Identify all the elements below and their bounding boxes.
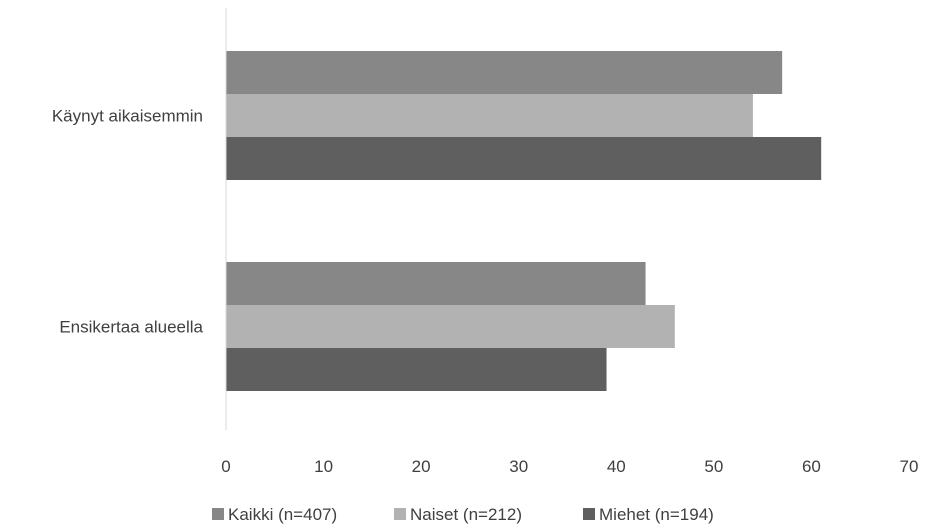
- legend-label: Naiset (n=212): [410, 505, 522, 524]
- x-tick-label: 30: [509, 457, 528, 476]
- bar-2-1: [226, 262, 646, 305]
- category-label: Ensikertaa alueella: [59, 318, 203, 337]
- value-axis-ticks: 0 10 20 30 40 50 60 70: [221, 457, 918, 476]
- x-tick-label: 40: [607, 457, 626, 476]
- x-tick-label: 50: [704, 457, 723, 476]
- x-tick-label: 60: [802, 457, 821, 476]
- legend: Kaikki (n=407) Naiset (n=212) Miehet (n=19…: [212, 505, 714, 524]
- x-tick-label: 0: [221, 457, 230, 476]
- legend-swatch: [583, 508, 595, 520]
- legend-label: Kaikki (n=407): [228, 505, 337, 524]
- category-label: Käynyt aikaisemmin: [52, 107, 203, 126]
- bars-group: [226, 51, 822, 391]
- legend-swatch: [394, 508, 406, 520]
- bar-2-3: [226, 348, 607, 391]
- bar-1-2: [226, 94, 753, 137]
- category-labels: Käynyt aikaisemmin Ensikertaa alueella: [52, 107, 204, 337]
- x-tick-label: 10: [314, 457, 333, 476]
- x-tick-label: 70: [900, 457, 919, 476]
- legend-label: Miehet (n=194): [599, 505, 714, 524]
- bar-2-2: [226, 305, 675, 348]
- legend-swatch: [212, 508, 224, 520]
- x-tick-label: 20: [412, 457, 431, 476]
- bar-1-3: [226, 137, 822, 180]
- bar-1-1: [226, 51, 783, 94]
